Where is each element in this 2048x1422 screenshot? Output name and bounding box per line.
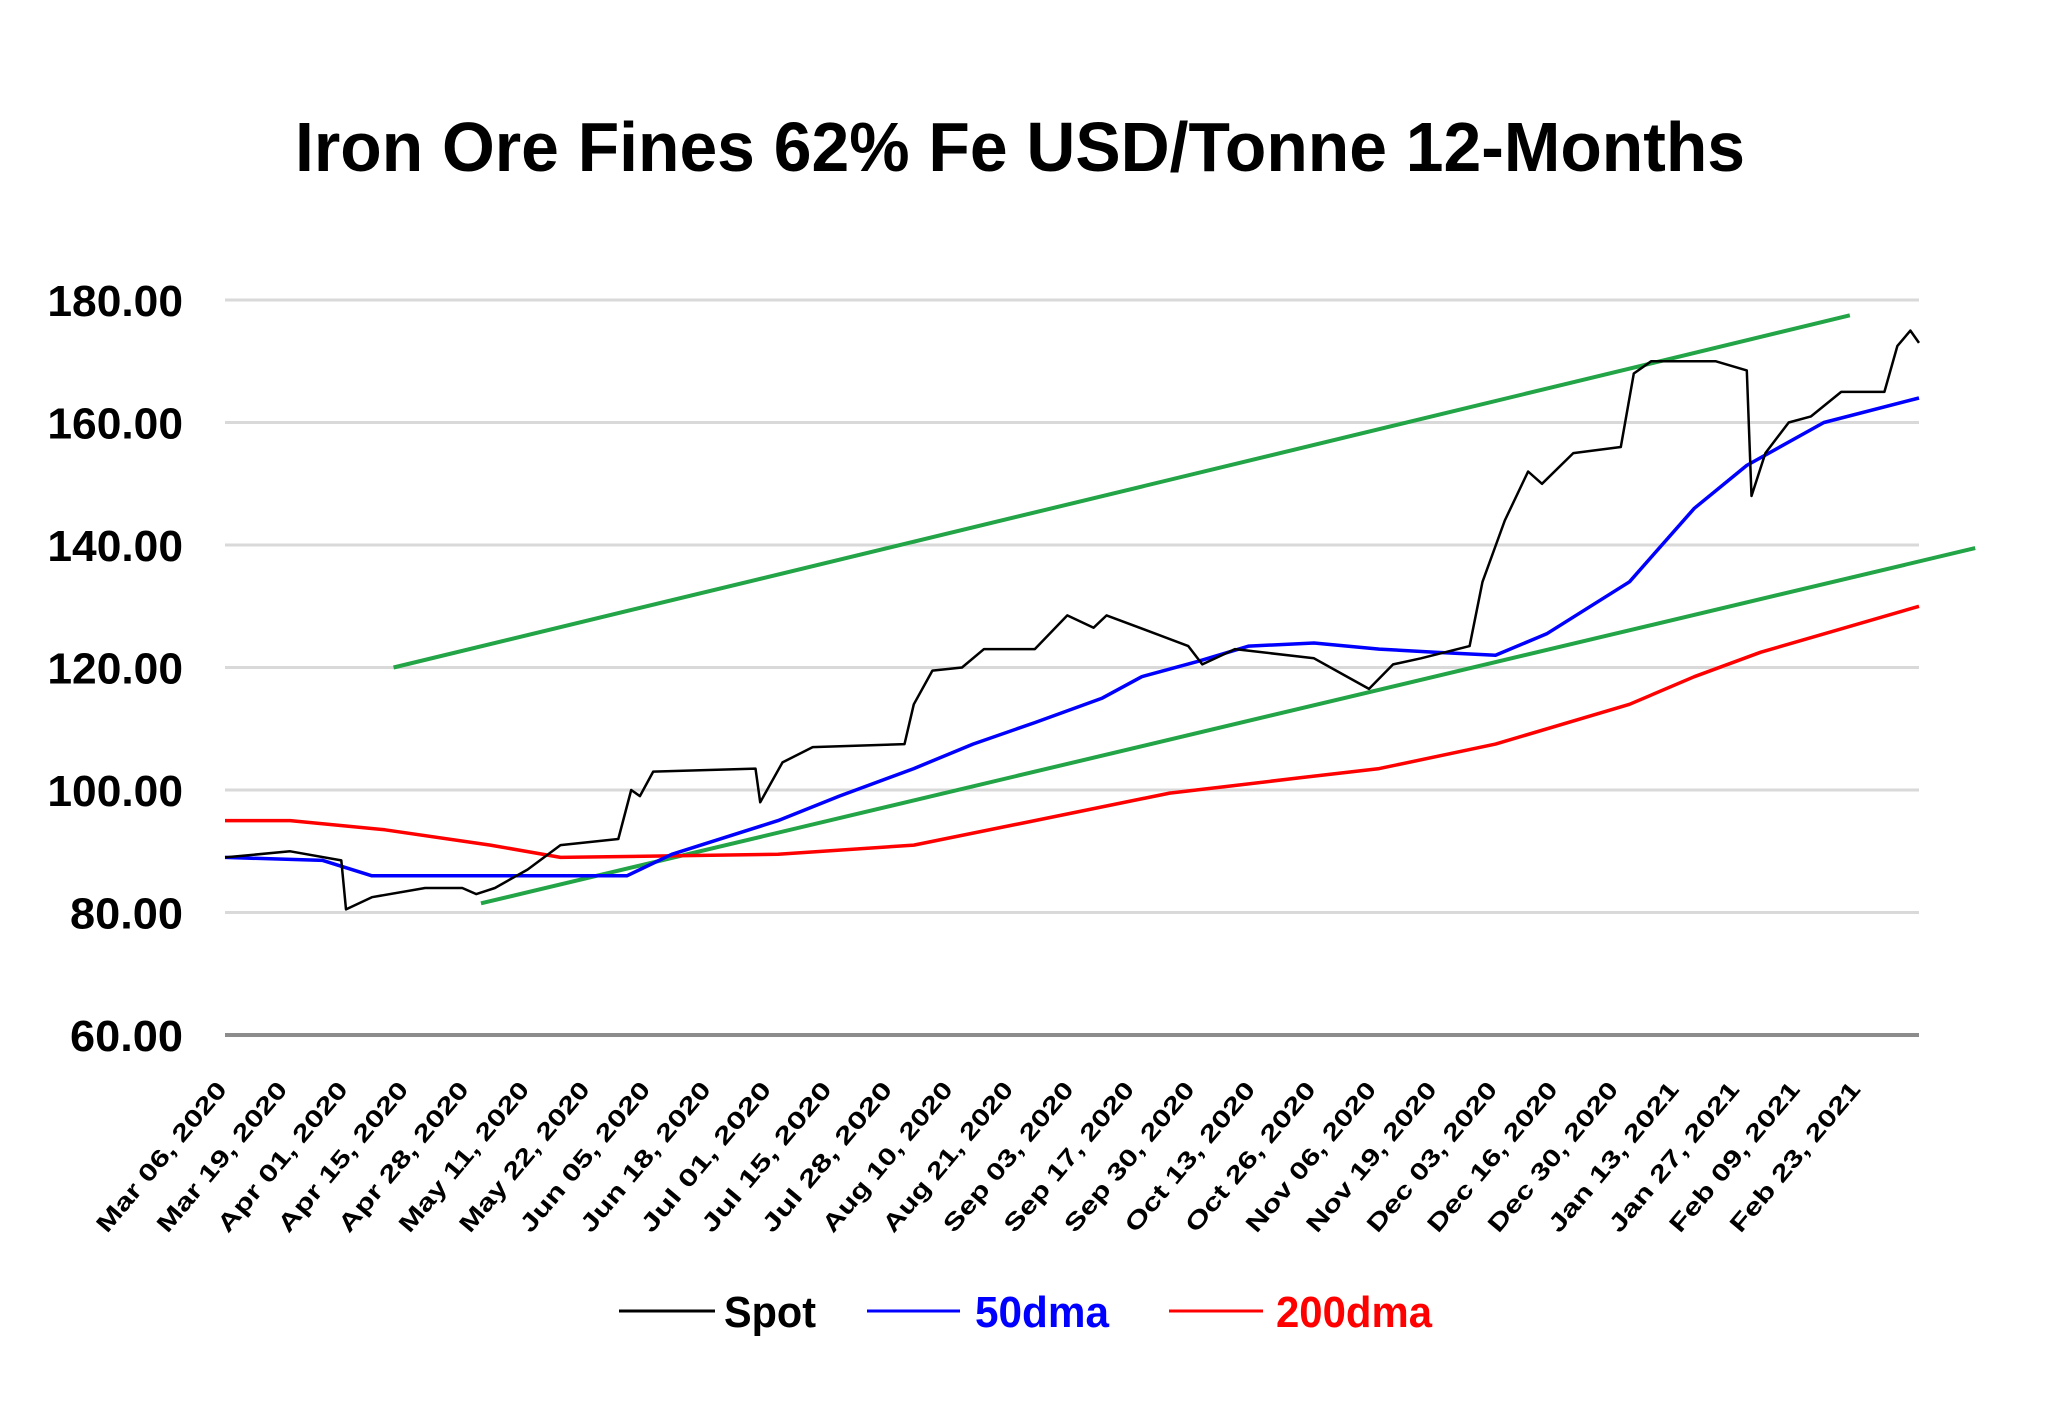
y-tick-label: 180.00 — [47, 277, 183, 326]
y-tick-label: 100.00 — [47, 767, 183, 816]
y-tick-label: 160.00 — [47, 400, 183, 449]
y-tick-label: 60.00 — [70, 1012, 183, 1061]
y-tick-label: 140.00 — [47, 522, 183, 571]
y-axis-labels: 60.00 80.00 100.00 120.00 140.00 160.00 180.00 — [47, 277, 183, 1061]
legend-label-200dma: 200dma — [1276, 1288, 1432, 1337]
series-line-50dma — [224, 396, 1920, 878]
gridlines — [225, 298, 1919, 1037]
chart-title: Iron Ore Fines 62% Fe USD/Tonne 12-Month… — [295, 108, 1745, 186]
y-tick-label: 80.00 — [70, 890, 183, 939]
legend-label-spot: Spot — [724, 1288, 816, 1337]
y-tick-label: 120.00 — [47, 645, 183, 694]
series-line-spot — [224, 329, 1921, 911]
series-lines — [224, 313, 1976, 911]
trendline-upper — [393, 313, 1851, 670]
legend: Spot 50dma 200dma — [619, 1288, 1432, 1337]
trendline-lower — [480, 546, 1976, 906]
series-line-200dma — [225, 604, 1920, 860]
legend-label-50dma: 50dma — [975, 1288, 1109, 1337]
